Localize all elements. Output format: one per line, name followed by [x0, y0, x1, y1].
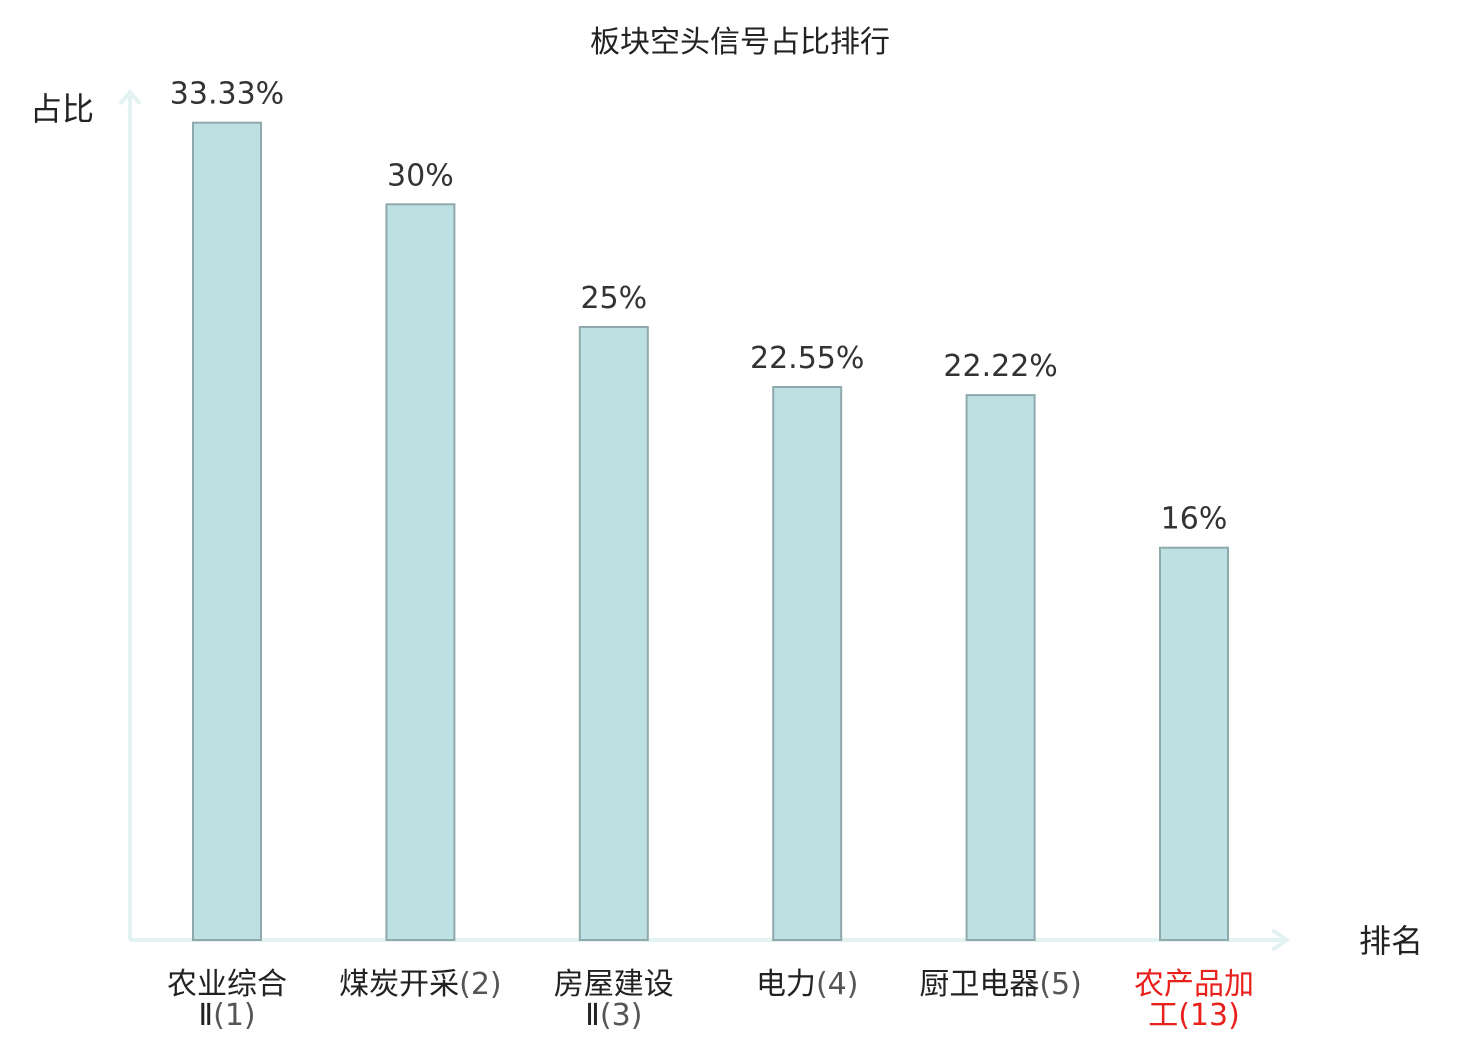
- bar-3: [578, 326, 649, 941]
- category-name-line: 房屋建设: [554, 967, 674, 1002]
- bar-6: [1159, 546, 1229, 941]
- category-labels: 农业综合 Ⅱ(1)煤炭开采(2) 房屋建设 Ⅱ(3)电力(4) 厨卫电器(5) 农产品加工…: [167, 967, 1254, 1033]
- value-label-6: 16%: [1161, 502, 1228, 537]
- x-axis-label: 排名: [1359, 922, 1423, 960]
- category-label-5: 厨卫电器(5): [919, 967, 1082, 1002]
- chart-title: 板块空头信号占比排行: [590, 25, 890, 60]
- category-label-6: 农产品加工(13): [1134, 967, 1254, 1033]
- bar-4: [772, 386, 843, 941]
- category-name-line: Ⅱ: [585, 998, 600, 1033]
- y-axis-label: 占比: [30, 90, 94, 128]
- category-rank: (4): [816, 967, 859, 1002]
- y-axis: 占比: [30, 88, 142, 940]
- x-axis: 排名: [130, 922, 1423, 960]
- value-label-2: 30%: [387, 158, 454, 193]
- category-name-line: 电力: [756, 967, 816, 1002]
- y-axis-arrow-icon: [118, 88, 142, 106]
- category-rank: (5): [1039, 967, 1082, 1002]
- category-name-line: Ⅱ: [198, 998, 213, 1033]
- bar-2: [385, 203, 456, 942]
- category-label-2: 煤炭开采(2): [339, 967, 502, 1002]
- category-label-1: 农业综合 Ⅱ(1): [167, 967, 287, 1033]
- category-label-4: 电力(4): [756, 967, 859, 1002]
- value-label-1: 33.33%: [170, 77, 284, 112]
- category-name-line: 农产品加: [1134, 967, 1254, 1002]
- category-rank: (3): [600, 998, 643, 1033]
- category-rank: (13): [1178, 998, 1240, 1033]
- bars: [192, 121, 1229, 942]
- category-name-line: 农业综合: [167, 967, 287, 1002]
- value-label-5: 22.22%: [943, 349, 1057, 384]
- category-name-line: 厨卫电器: [919, 967, 1039, 1002]
- value-labels: 33.33% 30% 25% 22.55% 22.22% 16%: [170, 77, 1228, 537]
- category-name-line: 煤炭开采: [339, 967, 459, 1002]
- value-label-4: 22.55%: [750, 341, 864, 376]
- category-label-3: 房屋建设 Ⅱ(3): [554, 967, 674, 1033]
- category-rank: (2): [459, 967, 502, 1002]
- bar-1: [192, 121, 262, 941]
- bar-5: [965, 394, 1036, 942]
- category-rank: (1): [213, 998, 256, 1033]
- category-name-line: 工: [1148, 998, 1178, 1033]
- x-axis-arrow-icon: [1270, 928, 1291, 952]
- value-label-3: 25%: [580, 281, 647, 316]
